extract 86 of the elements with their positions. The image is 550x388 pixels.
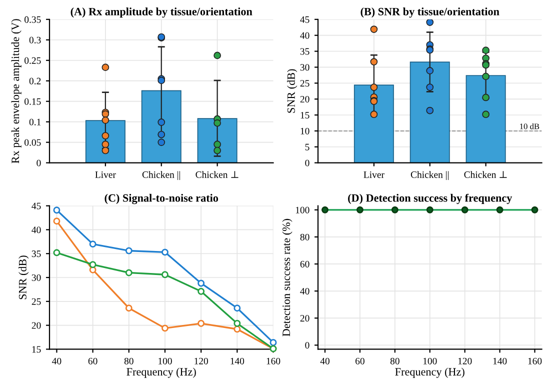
y-tick-label: 10: [300, 128, 310, 134]
x-tick-label: Chicken ||: [142, 171, 180, 180]
y-tick-label: 0: [36, 160, 41, 166]
y-tick-label: 35: [300, 48, 310, 55]
y-tick-label: 40: [300, 288, 310, 294]
x-tick-label: 100: [158, 358, 172, 364]
point: [198, 288, 205, 295]
bar: [354, 84, 394, 163]
point: [53, 218, 60, 225]
y-tick-label: 0.3: [29, 36, 41, 44]
x-tick-label: 120: [194, 358, 208, 364]
bar: [466, 75, 506, 163]
y-tick-label: 20: [32, 322, 41, 329]
y-tick-label: 0: [305, 342, 310, 349]
y-tick-label: 45: [32, 202, 41, 210]
y-tick-label: 20: [300, 96, 310, 103]
ref-line-label: 10 dB: [520, 123, 540, 130]
chart-title: (A) Rx amplitude by tissue/orientation: [70, 8, 252, 18]
x-tick-label: 140: [493, 358, 507, 364]
point: [125, 247, 132, 254]
point: [89, 240, 96, 248]
point: [270, 339, 277, 346]
x-tick-label: 80: [124, 358, 134, 364]
point: [198, 320, 205, 327]
x-tick-label: 160: [266, 358, 280, 364]
y-tick-label: 0: [305, 160, 310, 166]
point: [125, 304, 132, 312]
point: [162, 271, 168, 278]
y-tick-label: 0.15: [24, 98, 41, 105]
x-tick-label: 60: [356, 358, 364, 364]
y-tick-label: 45: [300, 16, 310, 23]
point: [234, 320, 241, 327]
point: [198, 280, 205, 287]
y-tick-label: 0.2: [29, 78, 41, 84]
y-tick-label: 25: [32, 298, 41, 305]
y-tick-label: 60: [300, 260, 310, 268]
x-tick-label: Liver: [95, 171, 116, 178]
x-tick-label: 100: [423, 358, 437, 364]
x-tick-label: Chicken ⊥: [196, 171, 238, 178]
y-tick-label: 0.35: [24, 16, 41, 23]
bar: [410, 62, 450, 163]
x-tick-label: 140: [230, 358, 244, 364]
point: [53, 249, 60, 256]
chart-title: (C) Signal-to-noise ratio: [104, 194, 218, 204]
y-tick-label: 0.05: [24, 139, 41, 146]
x-tick-label: 80: [390, 358, 400, 364]
y-tick-label: 0.25: [24, 57, 41, 64]
point: [162, 248, 168, 256]
x-tick-label: 120: [458, 358, 472, 364]
x-tick-label: 60: [88, 358, 98, 364]
x-axis-title: Frequency (Hz): [126, 368, 196, 378]
y-tick-label: 30: [32, 274, 41, 281]
chart-title: (D) Detection success by frequency: [348, 194, 512, 204]
y-tick-label: 100: [296, 206, 310, 214]
y-tick-label: 15: [32, 346, 41, 353]
y-axis-title: Detection success rate (%): [282, 218, 292, 336]
chart-title: (B) SNR by tissue/orientation: [360, 8, 500, 18]
point: [53, 206, 60, 214]
y-tick-label: 20: [300, 314, 310, 322]
point: [125, 269, 132, 276]
y-tick-label: 5: [305, 144, 310, 150]
y-tick-label: 40: [300, 32, 310, 39]
x-axis-title: Frequency (Hz): [395, 368, 464, 378]
y-axis-title: SNR (dB): [287, 69, 298, 113]
y-axis-title: SNR (dB): [18, 256, 29, 300]
y-tick-label: 30: [300, 64, 310, 71]
bar: [197, 118, 238, 163]
x-tick-label: Liver: [364, 171, 384, 178]
x-tick-label: 40: [52, 358, 62, 364]
y-tick-label: 25: [300, 80, 310, 87]
y-tick-label: 80: [300, 234, 310, 240]
bar: [85, 120, 126, 163]
x-tick-label: 160: [528, 358, 542, 364]
x-tick-label: Chicken ⊥: [464, 171, 507, 178]
point: [234, 326, 241, 333]
x-tick-label: Chicken ||: [410, 171, 449, 180]
point: [162, 324, 168, 332]
y-axis-title: Rx peak envelope amplitude (V): [11, 19, 22, 164]
y-tick-label: 0.1: [29, 118, 41, 126]
x-tick-label: 40: [320, 358, 330, 364]
y-tick-label: 40: [32, 226, 41, 234]
y-tick-label: 15: [300, 112, 310, 118]
point: [89, 261, 96, 268]
point: [234, 304, 241, 312]
y-tick-label: 35: [32, 250, 41, 258]
bar: [141, 90, 182, 163]
